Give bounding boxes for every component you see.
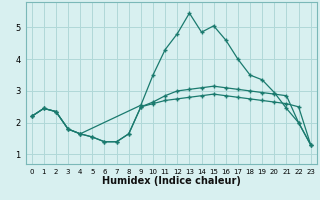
X-axis label: Humidex (Indice chaleur): Humidex (Indice chaleur) <box>102 176 241 186</box>
